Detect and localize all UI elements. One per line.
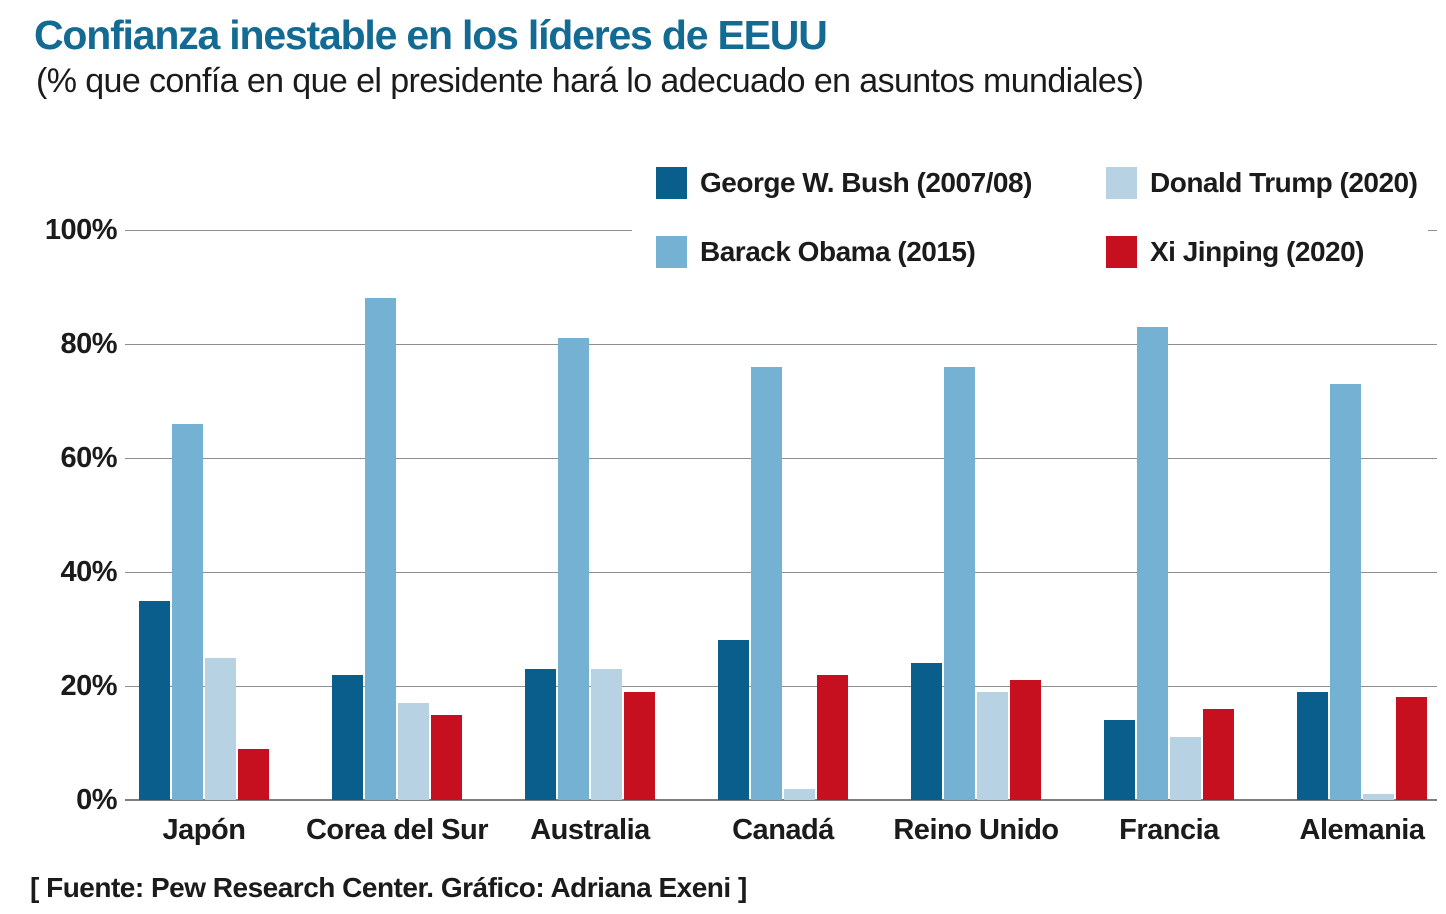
- bar-trump-3: [784, 788, 815, 800]
- legend: George W. Bush (2007/08) Donald Trump (20…: [632, 148, 1428, 282]
- legend-item-bush: George W. Bush (2007/08): [656, 166, 1106, 199]
- bar-xi-2: [624, 691, 655, 800]
- y-axis-labels: 100% 80% 60% 40% 20% 0%: [0, 214, 118, 816]
- bar-trump-5: [1170, 737, 1201, 800]
- bar-bush-6: [1297, 691, 1328, 800]
- legend-swatch-obama: [656, 235, 687, 268]
- legend-item-trump: Donald Trump (2020): [1106, 166, 1428, 199]
- bar-group-2: [525, 230, 655, 800]
- x-axis-label-4: Reino Unido: [893, 814, 1059, 846]
- x-axis-label-2: Australia: [530, 814, 650, 846]
- y-tick-label-100: 100%: [44, 214, 118, 246]
- bar-group-0: [139, 230, 269, 800]
- x-axis-label-5: Francia: [1119, 814, 1219, 846]
- bar-bush-0: [139, 600, 170, 800]
- x-axis-label-1: Corea del Sur: [305, 814, 489, 846]
- x-axis-label-3: Canadá: [732, 814, 834, 846]
- bar-group-4: [911, 230, 1041, 800]
- bar-obama-4: [944, 366, 975, 800]
- bar-xi-3: [817, 674, 848, 800]
- legend-item-xi: Xi Jinping (2020): [1106, 235, 1428, 268]
- legend-swatch-xi: [1106, 235, 1137, 268]
- x-axis-baseline: [125, 799, 1437, 801]
- source-note: [ Fuente: Pew Research Center. Gráfico: …: [30, 872, 747, 903]
- bar-xi-6: [1396, 697, 1427, 800]
- bar-obama-3: [751, 366, 782, 800]
- bar-xi-5: [1203, 708, 1234, 800]
- bar-obama-5: [1137, 326, 1168, 800]
- x-axis-labels: Japón Corea del Sur Australia Canadá Reino U…: [125, 814, 1437, 854]
- y-tick-label-20: 20%: [60, 670, 117, 702]
- bar-obama-1: [365, 298, 396, 800]
- page-title: Confianza inestable en los líderes de EE…: [34, 12, 828, 58]
- bar-bush-4: [911, 663, 942, 800]
- y-tick-label-40: 40%: [60, 556, 117, 588]
- bar-trump-0: [205, 657, 236, 800]
- y-tick-label-0: 0%: [76, 784, 117, 816]
- plot-area: [125, 230, 1437, 801]
- legend-swatch-trump: [1106, 166, 1137, 199]
- legend-label-bush: George W. Bush (2007/08): [700, 166, 1032, 198]
- gridline-80: [125, 344, 1437, 345]
- page-subtitle: (% que confía en que el presidente hará …: [36, 62, 1144, 100]
- x-axis-label-0: Japón: [162, 814, 246, 846]
- bar-bush-5: [1104, 720, 1135, 800]
- bar-obama-0: [172, 423, 203, 800]
- bar-xi-0: [238, 748, 269, 800]
- bar-group-1: [332, 230, 462, 800]
- legend-label-xi: Xi Jinping (2020): [1150, 235, 1365, 267]
- bar-obama-6: [1330, 383, 1361, 800]
- bar-group-6: [1297, 230, 1427, 800]
- bar-bush-1: [332, 674, 363, 800]
- bar-xi-1: [431, 714, 462, 800]
- y-tick-label-80: 80%: [60, 328, 117, 360]
- bar-xi-4: [1010, 680, 1041, 800]
- bar-bush-2: [525, 668, 556, 800]
- bar-trump-6: [1363, 794, 1394, 800]
- bar-trump-1: [398, 703, 429, 800]
- legend-item-obama: Barack Obama (2015): [656, 235, 1106, 268]
- bar-bush-3: [718, 640, 749, 800]
- y-tick-label-60: 60%: [60, 442, 117, 474]
- legend-label-trump: Donald Trump (2020): [1150, 166, 1418, 198]
- bar-obama-2: [558, 338, 589, 800]
- bar-trump-2: [591, 668, 622, 800]
- legend-swatch-bush: [656, 166, 687, 199]
- legend-label-obama: Barack Obama (2015): [700, 235, 976, 267]
- bar-group-5: [1104, 230, 1234, 800]
- bar-group-3: [718, 230, 848, 800]
- x-axis-label-6: Alemania: [1299, 814, 1425, 846]
- bar-trump-4: [977, 691, 1008, 800]
